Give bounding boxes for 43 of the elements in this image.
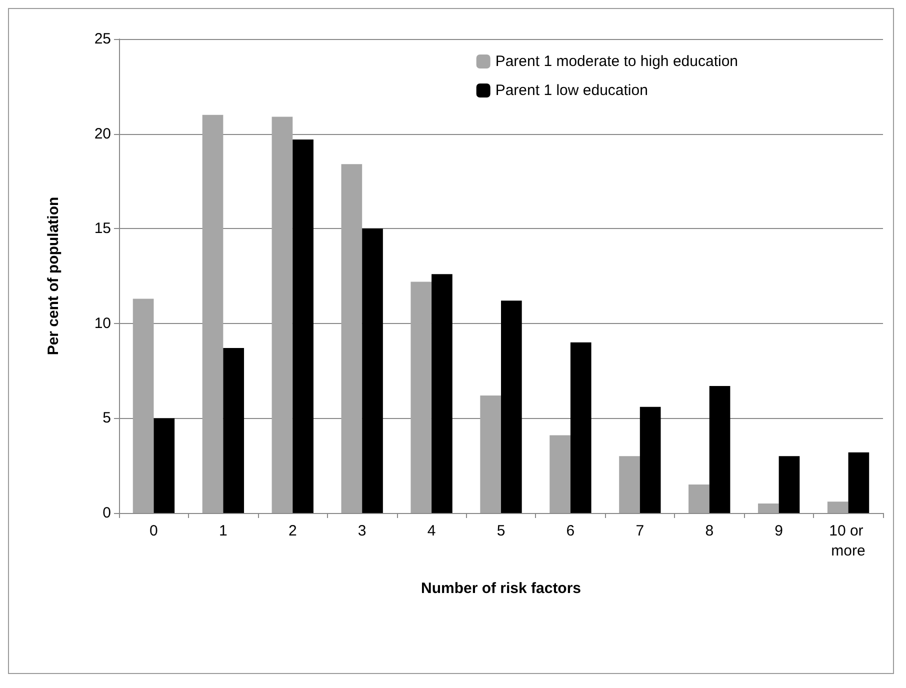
bar (292, 139, 314, 513)
x-tick-label: 1 (219, 522, 228, 540)
bar (827, 502, 848, 513)
bar (570, 342, 592, 513)
bar (501, 300, 522, 513)
bar (778, 456, 800, 513)
bar (154, 418, 175, 513)
legend-label: Parent 1 moderate to high education (495, 53, 738, 70)
bar (223, 348, 244, 513)
y-tick-label: 0 (102, 504, 111, 522)
y-tick-label: 20 (94, 125, 111, 142)
bar (272, 116, 293, 513)
bar (550, 435, 570, 513)
x-tick-label: 4 (427, 522, 436, 540)
bar (410, 282, 432, 513)
bar (132, 298, 154, 513)
bar (480, 395, 501, 513)
y-tick-label: 5 (102, 410, 111, 427)
bar (709, 386, 730, 513)
x-tick-label: 2 (288, 522, 297, 540)
x-tick-label: 10 or more (829, 522, 868, 560)
bar (848, 452, 870, 513)
legend-label: Parent 1 low education (495, 82, 648, 99)
bar (640, 406, 661, 513)
bar (758, 504, 779, 513)
bar (688, 484, 710, 513)
bar (362, 228, 383, 513)
y-tick-label: 15 (94, 220, 111, 238)
y-tick-label: 25 (94, 30, 111, 48)
bar (202, 114, 224, 513)
x-tick-label: 3 (358, 522, 366, 540)
y-axis-title: Per cent of population (45, 196, 62, 356)
x-tick-label: 6 (566, 522, 575, 540)
x-tick-label: 8 (705, 522, 714, 540)
x-tick-label: 5 (496, 522, 506, 540)
x-tick-label: 7 (636, 522, 644, 540)
x-tick-label: 0 (150, 522, 158, 540)
y-tick-label: 10 (94, 314, 111, 332)
bar (341, 164, 362, 513)
x-tick-label: 9 (774, 522, 783, 540)
bar (619, 456, 640, 513)
bar (432, 274, 452, 513)
x-axis-title: Number of risk factors (420, 580, 582, 597)
